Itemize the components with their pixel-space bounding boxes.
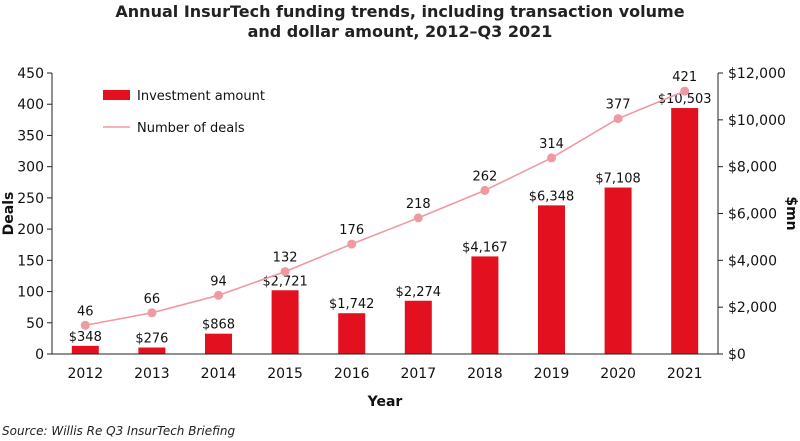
- chart-title-line-2: and dollar amount, 2012–Q3 2021: [247, 22, 553, 41]
- x-tick-label: 2018: [467, 366, 503, 382]
- deals-point-2016: [347, 239, 357, 249]
- left-tick-label: 350: [17, 128, 44, 144]
- deals-label-2012: 46: [77, 304, 94, 319]
- right-tick-label: $4,000: [728, 253, 777, 269]
- deals-point-2020: [613, 114, 623, 124]
- x-tick-label: 2019: [534, 366, 570, 382]
- legend: Investment amount Number of deals: [103, 89, 265, 136]
- bar-label-2019: $6,348: [529, 189, 575, 204]
- bar-label-2018: $4,167: [462, 240, 508, 255]
- right-tick-label: $0: [728, 347, 746, 363]
- left-tick-label: 250: [17, 191, 44, 207]
- legend-bar-swatch: [103, 90, 130, 100]
- right-tick-label: $6,000: [728, 207, 777, 223]
- bar-2018: [471, 256, 499, 354]
- deals-point-2018: [480, 185, 490, 195]
- deals-label-2013: 66: [144, 292, 161, 307]
- left-tick-label: 100: [17, 285, 44, 301]
- source-note: Source: Willis Re Q3 InsurTech Briefing: [2, 424, 236, 438]
- deals-label-2020: 377: [606, 98, 631, 113]
- legend-line-label: Number of deals: [137, 121, 245, 136]
- bar-2013: [138, 347, 166, 354]
- bar-label-2016: $1,742: [329, 297, 375, 312]
- x-tick-label: 2021: [667, 366, 703, 382]
- left-tick-label: 400: [17, 97, 44, 113]
- deals-label-2015: 132: [273, 251, 298, 266]
- x-tick-label: 2014: [201, 366, 237, 382]
- deals-point-2017: [413, 213, 423, 223]
- x-tick-label: 2020: [600, 366, 636, 382]
- bar-2021: [671, 108, 699, 354]
- bar-2020: [604, 187, 632, 354]
- left-tick-label: 200: [17, 222, 44, 238]
- deals-label-2019: 314: [539, 137, 564, 152]
- right-tick-label: $8,000: [728, 160, 777, 176]
- left-tick-label: 150: [17, 253, 44, 269]
- bar-2014: [205, 333, 232, 354]
- deals-point-2012: [80, 320, 90, 330]
- bar-2012: [71, 345, 99, 354]
- deals-point-2014: [214, 290, 223, 300]
- right-axis-title: $mn: [783, 196, 799, 230]
- deals-label-2021: 421: [672, 70, 697, 85]
- left-tick-label: 50: [26, 316, 44, 332]
- deals-point-2013: [147, 308, 157, 318]
- x-tick-label: 2012: [67, 366, 103, 382]
- chart-title-line-1: Annual InsurTech funding trends, includi…: [115, 2, 685, 21]
- left-axis-title: Deals: [1, 192, 17, 236]
- bar-label-2013: $276: [135, 332, 168, 347]
- deals-line: [85, 90, 686, 327]
- bar-label-2017: $2,274: [396, 285, 442, 300]
- axes: 0 50 100 150 200 250 300 350 400 450 $0 $2,000 $4,00…: [1, 66, 799, 410]
- legend-bar-label: Investment amount: [137, 89, 265, 104]
- bar-2019: [538, 205, 565, 354]
- left-tick-label: 450: [17, 66, 44, 82]
- bar-2017: [404, 300, 432, 354]
- x-tick-label: 2013: [134, 366, 170, 382]
- bar-label-2012: $348: [69, 330, 102, 345]
- bar-series: $348 $276 $868 $2,721 $1,742 $2,274 $4,167 $6,3…: [69, 92, 712, 354]
- deals-label-2018: 262: [472, 169, 497, 184]
- x-tick-label: 2015: [267, 366, 303, 382]
- deals-point-2015: [280, 267, 290, 277]
- deals-label-2016: 176: [339, 223, 364, 238]
- deals-label-2014: 94: [210, 274, 227, 289]
- bar-2016: [338, 313, 366, 354]
- x-axis-title: Year: [367, 394, 403, 410]
- deals-point-2021: [680, 86, 690, 96]
- right-tick-label: $12,000: [728, 66, 786, 82]
- bar-label-2014: $868: [202, 318, 235, 333]
- left-tick-label: 0: [35, 347, 44, 363]
- line-series: 46 66 94 132 176 218 262 314 377 421: [77, 70, 697, 330]
- right-tick-label: $10,000: [728, 113, 786, 129]
- left-tick-label: 300: [17, 160, 44, 176]
- bar-label-2020: $7,108: [595, 172, 641, 187]
- deals-label-2017: 218: [406, 197, 431, 212]
- bar-2015: [271, 290, 299, 354]
- deals-point-2019: [547, 153, 556, 163]
- bar-label-2015: $2,721: [262, 274, 308, 289]
- x-tick-label: 2016: [334, 366, 370, 382]
- x-tick-label: 2017: [400, 366, 436, 382]
- right-tick-label: $2,000: [728, 300, 777, 316]
